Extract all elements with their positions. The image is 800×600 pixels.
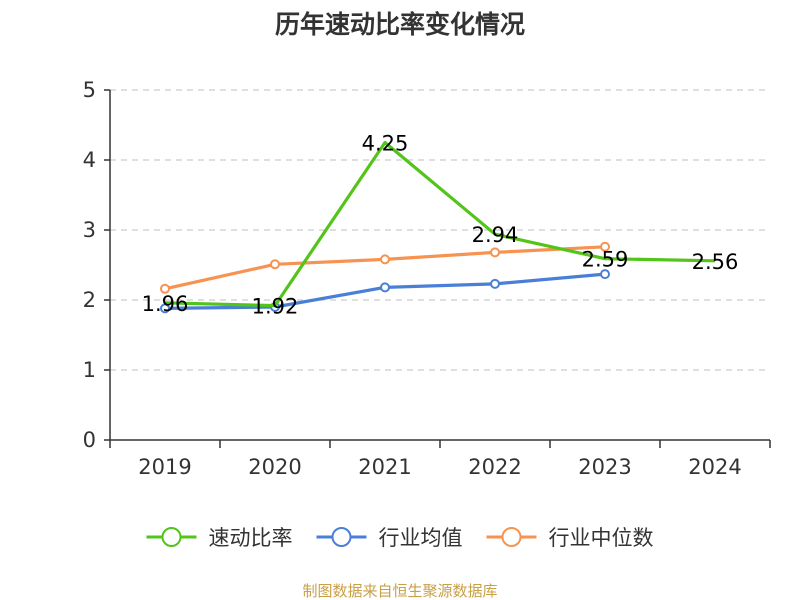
data-label: 4.25 xyxy=(362,132,409,156)
gridlines xyxy=(110,89,770,371)
data-labels: 1.96 1.92 4.25 2.94 2.59 2.56 xyxy=(142,132,739,319)
data-point[interactable] xyxy=(380,254,390,265)
series-layer xyxy=(160,140,716,314)
legend-label: 行业中位数 xyxy=(549,526,654,550)
x-tick-label: 2019 xyxy=(138,455,191,479)
data-label: 1.96 xyxy=(142,292,189,316)
y-tick-label: 1 xyxy=(83,358,96,382)
legend-item-0[interactable]: 速动比率 xyxy=(146,526,293,550)
data-label: 2.59 xyxy=(582,248,629,272)
legend-marker xyxy=(331,527,352,547)
x-tick-label: 2022 xyxy=(468,455,521,479)
data-label: 2.56 xyxy=(692,250,739,274)
data-point[interactable] xyxy=(600,241,610,252)
series-line-0 xyxy=(164,140,716,308)
legend-label: 行业均值 xyxy=(379,526,463,550)
y-tick-label: 3 xyxy=(83,218,96,242)
data-point[interactable] xyxy=(270,259,280,270)
data-point[interactable] xyxy=(490,278,500,289)
legend-label: 速动比率 xyxy=(209,526,293,550)
legend-marker xyxy=(161,527,182,547)
y-tick-label: 5 xyxy=(83,78,96,102)
axes: 0 1 2 3 4 5 2019 2020 2021 2022 2023 2024 xyxy=(83,78,771,479)
data-point[interactable] xyxy=(160,283,170,294)
data-point[interactable] xyxy=(380,282,390,293)
y-tick-label: 0 xyxy=(83,428,96,452)
legend[interactable]: 速动比率 行业均值 行业中位数 xyxy=(146,526,654,550)
data-label: 2.94 xyxy=(472,223,519,247)
y-tick-label: 2 xyxy=(83,288,96,312)
legend-item-1[interactable]: 行业均值 xyxy=(316,526,463,550)
legend-marker xyxy=(501,527,522,547)
x-tick-label: 2023 xyxy=(578,455,631,479)
data-label: 1.92 xyxy=(252,295,299,319)
legend-item-2[interactable]: 行业中位数 xyxy=(486,526,654,550)
source-note: 制图数据来自恒生聚源数据库 xyxy=(302,582,497,600)
y-tick-label: 4 xyxy=(83,148,96,172)
x-tick-label: 2024 xyxy=(688,455,741,479)
x-tick-label: 2021 xyxy=(358,455,411,479)
x-tick-label: 2020 xyxy=(248,455,301,479)
data-point[interactable] xyxy=(600,269,610,280)
data-point[interactable] xyxy=(490,247,500,258)
chart-title: 历年速动比率变化情况 xyxy=(275,10,525,39)
